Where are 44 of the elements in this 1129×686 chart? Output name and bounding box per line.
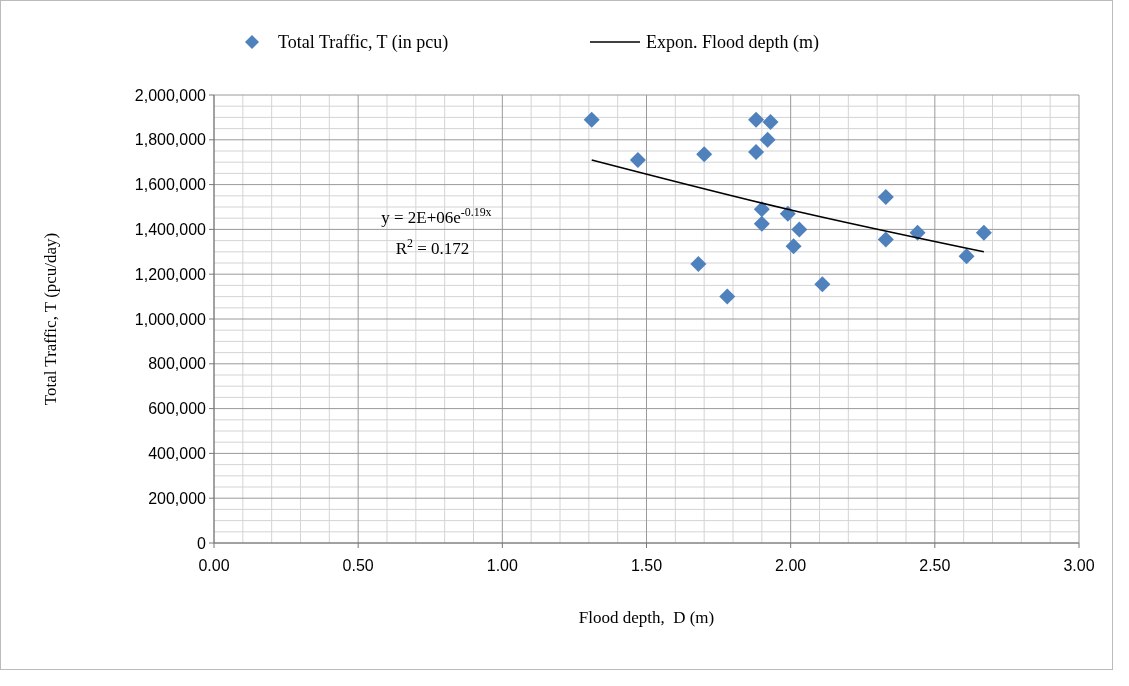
point: [753, 215, 770, 232]
point: [696, 146, 713, 163]
x-tick-label: 2.00: [775, 557, 807, 574]
point: [748, 111, 765, 128]
x-tick-label: 0.00: [198, 557, 230, 574]
y-tick-label: 0: [197, 534, 207, 552]
y-tick-label: 1,200,000: [134, 265, 207, 283]
x-axis-title: Flood depth, D (m): [578, 608, 715, 627]
point: [958, 248, 975, 265]
y-tick-label: 1,600,000: [134, 176, 207, 194]
annotation: y = 2E+06e$^{-0.19x}$: [381, 204, 492, 227]
y-axis-title: Total Traffic, T (pcu/day): [41, 232, 60, 406]
y-tick-label: 1,000,000: [134, 310, 207, 328]
point: [753, 201, 770, 218]
point: [759, 131, 776, 148]
point: [748, 144, 765, 161]
point: [629, 151, 646, 168]
point: [719, 288, 736, 305]
point: [975, 224, 992, 241]
y-tick-label: 200,000: [148, 489, 207, 507]
point: [877, 231, 894, 248]
legend-label: Expon. Flood depth (m): [646, 32, 819, 53]
x-tick-label: 1.50: [630, 557, 663, 574]
point: [909, 224, 926, 241]
y-tick-label: 1,800,000: [134, 131, 207, 149]
x-tick-label: 1.00: [486, 557, 519, 574]
point: [779, 205, 796, 222]
y-tick-label: 400,000: [148, 445, 207, 462]
y-tick-label: 1,400,000: [134, 221, 207, 238]
x-tick-label: 2.50: [919, 557, 951, 574]
point: [877, 188, 894, 205]
point: [690, 256, 707, 273]
point: [785, 238, 802, 255]
annotation: R$^{2}$ = 0.172: [395, 236, 470, 259]
x-tick-label: 0.50: [342, 557, 374, 574]
point: [791, 221, 808, 238]
legend-label: Total Traffic, T (in pcu): [278, 32, 449, 53]
point: [762, 113, 779, 130]
y-tick-label: 800,000: [148, 355, 207, 373]
point: [814, 276, 831, 293]
y-tick-label: 2,000,000: [134, 86, 207, 104]
point: [583, 111, 600, 128]
y-tick-label: 600,000: [148, 400, 207, 418]
x-tick-label: 3.00: [1063, 557, 1095, 574]
